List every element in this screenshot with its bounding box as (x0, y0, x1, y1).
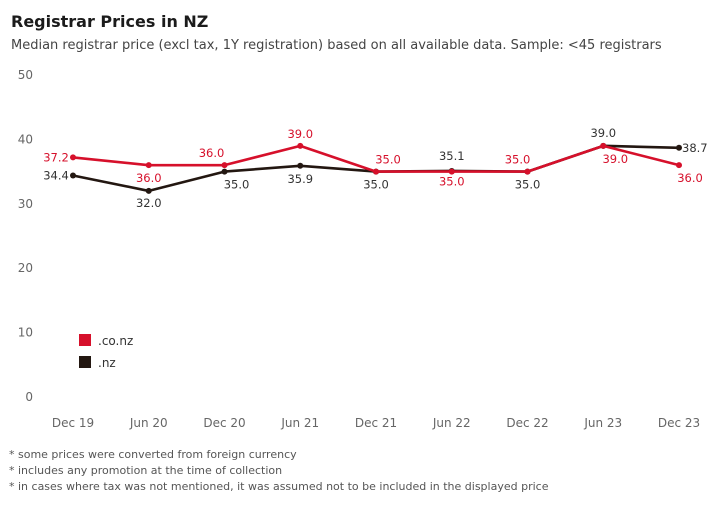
legend-swatch-nz (79, 356, 91, 368)
data-point-conz-7 (600, 142, 607, 149)
data-point-nz-8 (676, 144, 682, 151)
x-tick-label-1: Jun 20 (129, 416, 168, 430)
x-axis: Dec 19 Jun 20 Dec 20 Jun 21 Dec 21 Jun 22 Dec … (52, 416, 700, 430)
y-tick-label-30: 30 (18, 197, 33, 211)
data-point-conz-0 (70, 154, 76, 161)
x-tick-label-7: Jun 23 (583, 416, 622, 430)
data-point-conz-4 (373, 168, 379, 175)
data-label-conz-4: 35.0 (375, 153, 401, 167)
data-point-conz-6 (524, 168, 531, 175)
y-axis: 0 10 20 30 40 50 (18, 68, 33, 404)
x-tick-label-8: Dec 23 (658, 416, 700, 430)
x-tick-label-3: Jun 21 (280, 416, 319, 430)
data-label-nz-2: 35.0 (224, 178, 250, 192)
legend: .co.nz .nz (79, 334, 133, 370)
data-label-conz-3: 39.0 (287, 127, 313, 141)
x-tick-label-6: Dec 22 (506, 416, 548, 430)
data-point-nz-3 (297, 162, 304, 169)
data-point-conz-5 (448, 168, 455, 175)
x-tick-label-0: Dec 19 (52, 416, 94, 430)
y-tick-label-40: 40 (18, 132, 33, 146)
data-label-nz-5: 35.1 (439, 149, 465, 163)
data-label-conz-2: 36.0 (199, 146, 225, 160)
data-label-nz-0: 34.4 (43, 168, 69, 182)
data-point-conz-3 (297, 142, 304, 149)
data-label-conz-8: 36.0 (677, 171, 703, 185)
data-point-conz-1 (145, 162, 152, 169)
y-tick-label-50: 50 (18, 68, 33, 82)
series-layer: 34.4 32.0 35.0 35.9 35.0 35.1 35.0 39.0 38.7 37.2… (43, 126, 707, 210)
y-tick-label-20: 20 (18, 261, 33, 275)
legend-label-conz: .co.nz (98, 334, 133, 348)
data-point-nz-0 (70, 172, 76, 179)
legend-label-nz: .nz (98, 356, 116, 370)
data-point-nz-2 (221, 168, 228, 175)
x-tick-label-4: Dec 21 (355, 416, 397, 430)
data-label-nz-4: 35.0 (363, 178, 389, 192)
data-label-conz-0: 37.2 (43, 150, 69, 164)
y-tick-label-0: 0 (25, 390, 33, 404)
data-label-conz-5: 35.0 (439, 175, 465, 189)
legend-swatch-conz (79, 334, 91, 346)
footnote-currency: * some prices were converted from foreig… (9, 448, 297, 461)
data-label-nz-3: 35.9 (287, 172, 313, 186)
y-tick-label-10: 10 (18, 326, 33, 340)
chart-subtitle: Median registrar price (excl tax, 1Y reg… (11, 38, 662, 53)
data-label-nz-8: 38.7 (682, 141, 708, 155)
data-point-conz-2 (221, 162, 228, 169)
chart-title: Registrar Prices in NZ (11, 12, 209, 31)
data-label-nz-7: 39.0 (590, 126, 616, 140)
data-label-nz-1: 32.0 (136, 196, 162, 210)
x-tick-label-2: Dec 20 (203, 416, 245, 430)
data-label-conz-1: 36.0 (136, 171, 162, 185)
footnote-tax: * in cases where tax was not mentioned, … (9, 480, 549, 493)
data-point-nz-1 (145, 187, 152, 194)
footnote-promotion: * includes any promotion at the time of … (9, 464, 283, 477)
data-point-conz-8 (676, 162, 682, 169)
data-label-nz-6: 35.0 (515, 178, 541, 192)
data-label-conz-7: 39.0 (602, 152, 628, 166)
x-tick-label-5: Jun 22 (432, 416, 471, 430)
data-label-conz-6: 35.0 (505, 153, 531, 167)
